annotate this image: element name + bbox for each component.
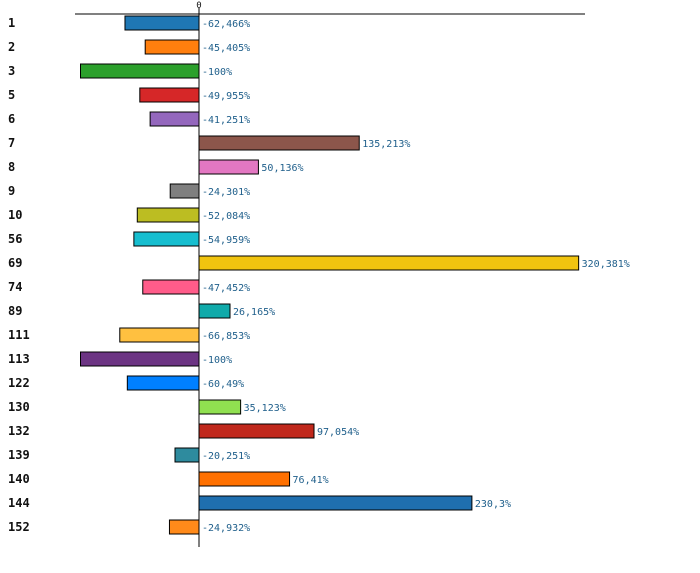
value-label: -62,466%: [202, 19, 250, 30]
category-label: 132: [8, 424, 30, 438]
value-label: -47,452%: [202, 283, 250, 294]
value-label: 50,136%: [261, 163, 303, 174]
category-label: 9: [8, 184, 15, 198]
value-label: -24,932%: [202, 523, 250, 534]
category-label: 7: [8, 136, 15, 150]
category-label: 152: [8, 520, 30, 534]
bar: [168, 519, 200, 535]
bar: [149, 111, 200, 127]
category-label: 3: [8, 64, 15, 78]
bar: [139, 87, 200, 103]
bar: [136, 207, 200, 223]
category-label: 140: [8, 472, 30, 486]
bars-layer: 1 -62,466% 2 -45,405% 3 -100% 5 -49,955% 6 -41,25…: [8, 15, 630, 535]
category-label: 130: [8, 400, 30, 414]
value-label: 97,054%: [317, 427, 359, 438]
category-label: 10: [8, 208, 22, 222]
bar: [119, 327, 200, 343]
category-label: 69: [8, 256, 22, 270]
category-label: 144: [8, 496, 30, 510]
value-label: 76,41%: [293, 475, 329, 486]
value-label: 135,213%: [362, 139, 410, 150]
value-label: -60,49%: [202, 379, 244, 390]
value-label: -100%: [202, 355, 232, 366]
category-label: 1: [8, 16, 15, 30]
bar: [80, 63, 200, 79]
value-label: 26,165%: [233, 307, 275, 318]
value-label: -100%: [202, 67, 232, 78]
category-label: 74: [8, 280, 22, 294]
value-label: -49,955%: [202, 91, 250, 102]
value-label: -24,301%: [202, 187, 250, 198]
category-label: 5: [8, 88, 15, 102]
category-label: 89: [8, 304, 22, 318]
category-label: 6: [8, 112, 15, 126]
bar: [198, 255, 580, 271]
bar: [144, 39, 200, 55]
value-label: -45,405%: [202, 43, 250, 54]
category-label: 111: [8, 328, 30, 342]
bar: [198, 159, 259, 175]
value-label: -54,959%: [202, 235, 250, 246]
value-label: 320,381%: [582, 259, 630, 270]
category-label: 8: [8, 160, 15, 174]
bar: [142, 279, 200, 295]
bar: [174, 447, 200, 463]
value-label: -20,251%: [202, 451, 250, 462]
bar: [133, 231, 200, 247]
bar: [126, 375, 200, 391]
value-label: 35,123%: [244, 403, 286, 414]
value-label: -52,084%: [202, 211, 250, 222]
bar: [169, 183, 200, 199]
value-label: -66,853%: [202, 331, 250, 342]
bar: [198, 399, 242, 415]
zero-tick-label: 0: [196, 1, 201, 11]
bar: [80, 351, 200, 367]
bar: [198, 303, 231, 319]
bar: [198, 495, 473, 511]
bar: [124, 15, 200, 31]
bar: [198, 471, 291, 487]
category-label: 122: [8, 376, 30, 390]
bar: [198, 135, 360, 151]
category-label: 113: [8, 352, 30, 366]
bar: [198, 423, 315, 439]
category-label: 139: [8, 448, 30, 462]
value-label: -41,251%: [202, 115, 250, 126]
value-label: 230,3%: [475, 499, 511, 510]
category-label: 2: [8, 40, 15, 54]
category-label: 56: [8, 232, 22, 246]
